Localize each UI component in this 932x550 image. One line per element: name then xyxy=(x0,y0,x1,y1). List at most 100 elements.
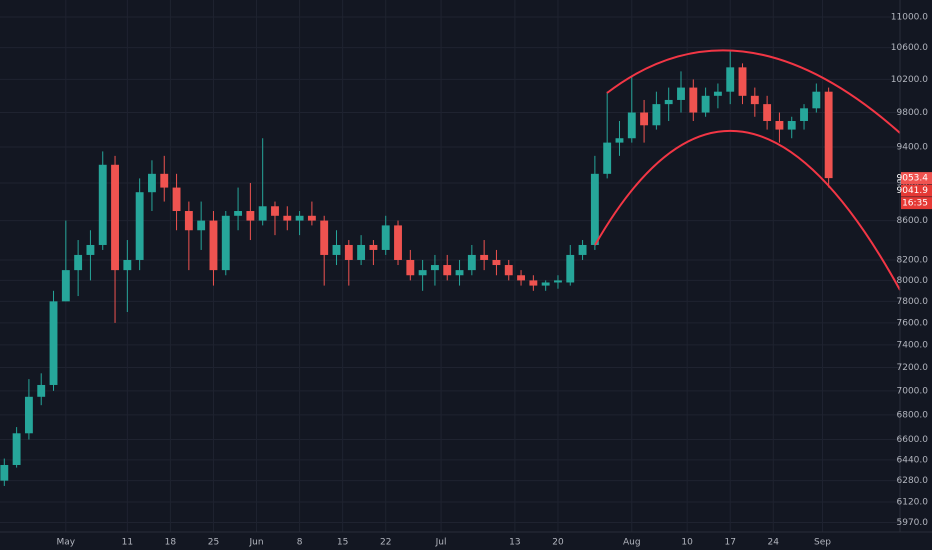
y-tick-label: 5970.0 xyxy=(897,518,929,528)
candle-body xyxy=(812,91,821,109)
candle-body xyxy=(320,220,329,255)
y-tick-label: 6440.0 xyxy=(897,455,929,465)
grid xyxy=(0,0,900,532)
candle-body xyxy=(344,244,353,260)
candle-body xyxy=(455,270,464,276)
candle-body xyxy=(590,173,599,245)
y-tick-label: 7600.0 xyxy=(897,318,929,328)
candle-body xyxy=(664,99,673,105)
y-tick-label: 6600.0 xyxy=(897,435,929,445)
y-tick-label: 9800.0 xyxy=(897,108,929,118)
candle-body xyxy=(627,112,636,139)
candle-body xyxy=(640,112,649,126)
candle-body xyxy=(172,187,181,212)
candle-body xyxy=(824,91,833,179)
y-tick-label: 11000.0 xyxy=(891,12,928,22)
candle-body xyxy=(37,384,46,397)
x-tick-label: 10 xyxy=(681,538,693,548)
y-tick-label: 8600.0 xyxy=(897,216,929,226)
candle-body xyxy=(418,270,427,276)
price-box xyxy=(901,197,932,210)
candle-body xyxy=(603,142,612,174)
upper-arc xyxy=(606,49,901,134)
candle-body xyxy=(787,121,796,130)
x-tick-label: 8 xyxy=(297,538,303,548)
candle-body xyxy=(467,254,476,271)
price-label: 9053.4 xyxy=(897,174,929,184)
candle-body xyxy=(24,396,33,434)
x-tick-label: Aug xyxy=(623,538,641,548)
candles xyxy=(0,51,833,486)
candle-body xyxy=(295,215,304,221)
candle-body xyxy=(86,244,95,255)
candle-body xyxy=(209,220,218,271)
candle-body xyxy=(111,164,119,271)
candle-body xyxy=(307,215,316,221)
candle-body xyxy=(443,265,452,276)
candle-body xyxy=(578,244,587,255)
y-tick-label: 10600.0 xyxy=(891,43,928,53)
candle-body xyxy=(49,301,58,385)
candle-body xyxy=(406,259,415,276)
candle-body xyxy=(197,220,206,231)
price-label: 16:35 xyxy=(902,199,928,209)
candle-body xyxy=(492,259,501,266)
candle-body xyxy=(98,164,107,245)
candle-body xyxy=(74,254,83,271)
y-tick-label: 6280.0 xyxy=(897,476,929,486)
candle-body xyxy=(750,95,759,105)
x-tick-label: 15 xyxy=(337,538,348,548)
x-tick-label: 22 xyxy=(380,538,391,548)
y-tick-label: 7200.0 xyxy=(897,363,929,373)
lower-arc xyxy=(594,130,901,291)
candle-body xyxy=(726,67,735,92)
candle-body xyxy=(615,138,624,143)
candle-body xyxy=(763,104,772,122)
x-tick-label: 24 xyxy=(768,538,780,548)
y-tick-label: 9400.0 xyxy=(897,142,929,152)
candle-body xyxy=(369,244,378,250)
candle-body xyxy=(258,206,267,221)
candle-body xyxy=(554,280,562,283)
candle-body xyxy=(800,108,808,122)
candle-body xyxy=(271,206,279,216)
x-tick-label: Jul xyxy=(435,538,447,548)
candle-body xyxy=(160,173,169,188)
candle-body xyxy=(184,211,193,231)
candle-body xyxy=(652,104,661,126)
x-tick-label: 18 xyxy=(165,538,177,548)
axis-labels: 5970.0 6120.0 6280.0 6440.0 6600.0 6800.0 7000… xyxy=(57,12,932,548)
y-tick-label: 7400.0 xyxy=(897,340,929,350)
x-tick-label: May xyxy=(57,538,76,548)
y-tick-label: 7000.0 xyxy=(897,386,929,396)
candle-body xyxy=(148,173,156,193)
candle-body xyxy=(738,67,747,96)
candle-body xyxy=(430,265,439,271)
candle-body xyxy=(529,280,538,286)
candle-body xyxy=(713,91,722,96)
x-tick-label: 17 xyxy=(724,538,735,548)
candle-body xyxy=(504,265,513,276)
x-tick-label: Sep xyxy=(814,538,831,548)
candle-body xyxy=(123,259,132,271)
y-tick-label: 6800.0 xyxy=(897,410,929,420)
y-tick-label: 10200.0 xyxy=(891,75,928,85)
candle-body xyxy=(394,225,402,260)
candle-body xyxy=(221,215,230,271)
candle-body xyxy=(234,211,243,216)
price-label: 9041.9 xyxy=(897,186,929,196)
candle-body xyxy=(0,464,9,481)
candle-body xyxy=(357,244,366,260)
candle-body xyxy=(12,433,21,465)
y-tick-label: 6120.0 xyxy=(897,497,929,507)
candle-body xyxy=(689,87,698,113)
candle-body xyxy=(332,244,341,255)
price-box xyxy=(901,184,932,197)
candle-body xyxy=(517,275,525,281)
candle-body xyxy=(283,215,292,221)
y-tick-label: 8200.0 xyxy=(897,255,929,265)
x-tick-label: 11 xyxy=(122,538,133,548)
